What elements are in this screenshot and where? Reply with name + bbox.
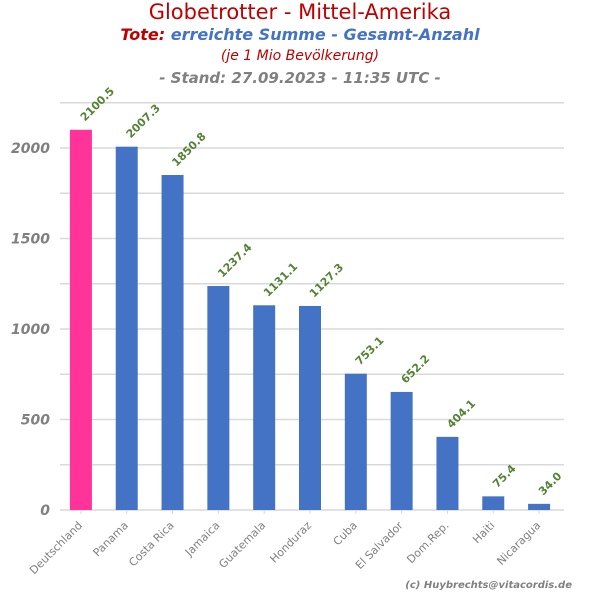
data-label: 2100.5 xyxy=(78,85,117,124)
x-tick-label: Honduraz xyxy=(267,519,314,566)
data-label: 1237.4 xyxy=(215,241,254,280)
x-tick-label: Deutschland xyxy=(27,519,85,577)
x-tick-label: Cuba xyxy=(331,519,360,548)
subtitle-prefix: Tote: xyxy=(120,25,166,44)
bar xyxy=(390,391,413,510)
data-label: 404.1 xyxy=(444,397,478,431)
x-tick-label: Jamaica xyxy=(182,519,223,560)
chart-note: (je 1 Mio Bevölkerung) xyxy=(220,48,380,64)
bar xyxy=(115,146,138,510)
bar xyxy=(528,503,551,510)
data-label: 652.2 xyxy=(399,352,433,386)
data-label: 753.1 xyxy=(353,334,387,368)
bar xyxy=(436,436,459,510)
bar xyxy=(161,175,184,511)
data-label: 1850.8 xyxy=(169,130,208,169)
x-tick-label: Costa Rica xyxy=(126,519,176,569)
x-tick-label: El Salvador xyxy=(353,519,406,572)
chart-stand: - Stand: 27.09.2023 - 11:35 UTC - xyxy=(159,69,441,87)
x-tick-label: Haiti xyxy=(470,519,497,546)
y-tick-label: 500 xyxy=(21,413,50,429)
credit: (c) Huybrechts@vitacordis.de xyxy=(405,580,572,591)
bar xyxy=(253,305,276,510)
data-label: 1127.3 xyxy=(307,261,346,300)
data-label: 34.0 xyxy=(536,469,565,498)
subtitle-main: erreichte Summe - Gesamt-Anzahl xyxy=(170,25,480,44)
bar xyxy=(299,305,321,510)
bar xyxy=(344,373,367,510)
bar xyxy=(207,286,230,510)
bar xyxy=(482,496,505,510)
x-tick-label: Dom.Rep. xyxy=(404,519,451,566)
y-tick-label: 1000 xyxy=(11,322,50,338)
data-label: 2007.3 xyxy=(124,102,163,141)
data-label: 75.4 xyxy=(490,462,519,491)
x-tick-label: Panama xyxy=(90,519,130,559)
chart-title: Globetrotter - Mittel-Amerika xyxy=(148,0,452,24)
y-tick-label: 1500 xyxy=(11,232,50,248)
bar xyxy=(69,129,92,510)
y-tick-label: 0 xyxy=(40,503,50,519)
chart-subtitle: Tote: erreichte Summe - Gesamt-Anzahl xyxy=(0,25,600,44)
y-tick-label: 2000 xyxy=(11,141,50,157)
x-tick-label: Nicaragua xyxy=(494,519,543,568)
data-label: 1131.1 xyxy=(261,260,300,299)
x-tick-label: Guatemala xyxy=(216,519,268,571)
